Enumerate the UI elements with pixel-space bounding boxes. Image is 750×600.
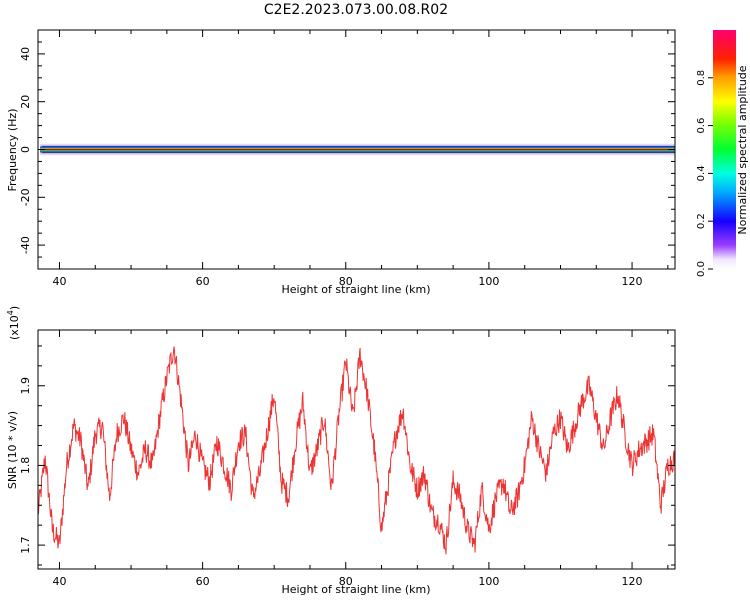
heatmap-y-tick-label: -20 xyxy=(19,188,32,206)
snr-y-tick-label: 1.8 xyxy=(19,457,32,475)
snr-scale-label: (x10 xyxy=(8,315,21,340)
colorbar-tick-label: 0.0 xyxy=(696,261,707,277)
heatmap-y-tick-label: -40 xyxy=(19,236,32,254)
heatmap-x-tick-label: 40 xyxy=(52,275,66,288)
snr-scale-exponent: 4 xyxy=(6,310,15,315)
snr-x-ticks: 40 60 80 100 120 xyxy=(52,330,669,588)
heatmap-x-axis-label: Height of straight line (km) xyxy=(281,283,430,296)
heatmap-band xyxy=(40,143,675,156)
snr-y-ticks: 1.7 1.8 1.9 xyxy=(19,345,675,566)
heatmap-y-tick-label: 40 xyxy=(19,47,32,61)
snr-x-tick-label: 100 xyxy=(478,575,499,588)
colorbar: 0.0 0.2 0.4 0.6 0.8 Normalized spectral ampl… xyxy=(696,30,749,277)
snr-x-tick-label: 60 xyxy=(196,575,210,588)
colorbar-tick-label: 0.6 xyxy=(696,118,707,134)
heatmap-panel: 40 60 80 100 120 -40 -20 0 20 40 Height of strai… xyxy=(6,29,676,296)
snr-x-axis-label: Height of straight line (km) xyxy=(281,583,430,596)
heatmap-x-tick-label: 60 xyxy=(196,275,210,288)
snr-x-tick-label: 80 xyxy=(339,575,353,588)
colorbar-ticks: 0.0 0.2 0.4 0.6 0.8 xyxy=(696,70,713,277)
colorbar-tick-label: 0.8 xyxy=(696,70,707,86)
snr-series-line xyxy=(37,346,676,555)
colorbar-gradient xyxy=(713,30,736,269)
snr-frame xyxy=(37,329,676,570)
snr-plot-area xyxy=(38,330,675,569)
chart-title: C2E2.2023.073.00.08.R02 xyxy=(264,2,448,18)
svg-text:(x104): (x104) xyxy=(6,306,21,340)
colorbar-label: Normalized spectral amplitude xyxy=(736,65,749,234)
snr-x-tick-label: 120 xyxy=(622,575,643,588)
snr-y-tick-label: 1.9 xyxy=(19,377,32,395)
heatmap-y-ticks: -40 -20 0 20 40 xyxy=(19,41,675,258)
heatmap-band-core xyxy=(40,149,675,151)
heatmap-x-tick-label: 120 xyxy=(622,275,643,288)
snr-y-axis-label: SNR (10 * v/v) xyxy=(6,411,19,489)
colorbar-tick-label: 0.2 xyxy=(696,213,707,229)
heatmap-y-axis-label: Frequency (Hz) xyxy=(6,109,19,192)
snr-x-tick-label: 40 xyxy=(52,575,66,588)
heatmap-x-tick-label: 100 xyxy=(478,275,499,288)
snr-y-tick-label: 1.7 xyxy=(19,536,32,554)
heatmap-y-tick-label: 20 xyxy=(19,95,32,109)
heatmap-x-tick-label: 80 xyxy=(339,275,353,288)
snr-panel: 40 60 80 100 120 1.7 1.8 1.9 Height of straigh… xyxy=(6,306,676,596)
colorbar-tick-label: 0.4 xyxy=(696,165,707,181)
heatmap-x-ticks: 40 60 80 100 120 xyxy=(52,30,669,288)
heatmap-y-tick-label: 0 xyxy=(19,146,32,153)
